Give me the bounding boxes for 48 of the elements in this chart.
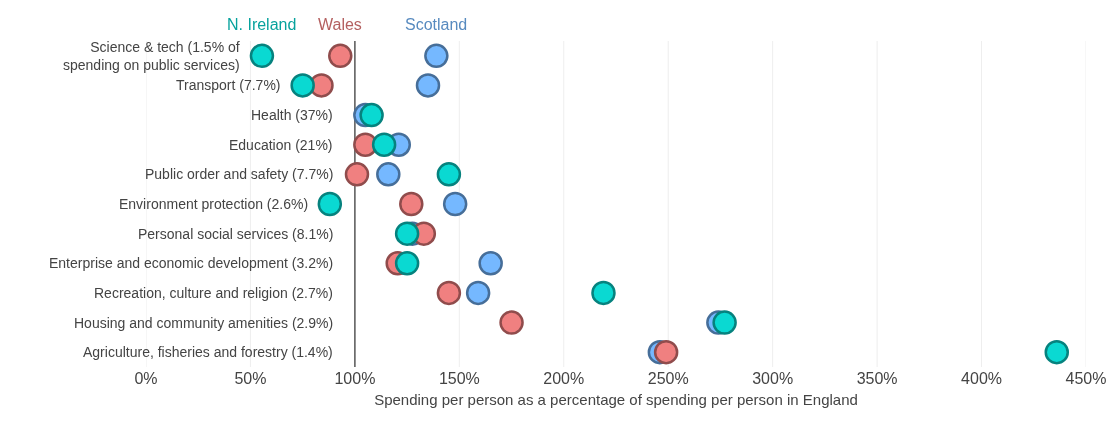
point: [344, 162, 370, 187]
x-tick-label: 450%: [1065, 370, 1107, 387]
point: [442, 191, 468, 217]
series-label: N. Ireland: [227, 16, 297, 33]
y-tick-label: Transport (7.7%): [176, 77, 281, 93]
x-tick-label: 300%: [752, 370, 794, 387]
x-tick-label: 400%: [961, 370, 1003, 387]
x-tick-label: 100%: [334, 370, 376, 387]
x-tick-label: 50%: [234, 370, 267, 387]
y-tick-label: Personal social services (8.1%): [138, 226, 334, 242]
point: [249, 43, 275, 69]
point: [415, 73, 441, 98]
point: [359, 102, 384, 128]
point: [436, 162, 462, 187]
y-tick-label: Education (21%): [229, 137, 333, 153]
point: [1044, 339, 1070, 365]
series-label: Scotland: [405, 16, 468, 33]
point: [424, 43, 449, 69]
x-tick-label: 0%: [134, 370, 158, 387]
series-label: Wales: [318, 16, 362, 33]
y-tick-label: Health (37%): [251, 107, 333, 123]
y-tick-label: Recreation, culture and religion (2.7%): [94, 285, 333, 301]
x-tick-label: 200%: [543, 370, 585, 387]
point: [712, 310, 737, 335]
point: [653, 339, 679, 365]
y-tick-label: Environment protection (2.6%): [119, 196, 309, 212]
x-tick-label: 350%: [856, 370, 898, 387]
x-tick-label: 150%: [438, 370, 480, 387]
y-tick-label: Agriculture, fisheries and forestry (1.4%): [83, 344, 333, 360]
point: [394, 221, 420, 246]
point: [399, 191, 424, 217]
point: [591, 280, 616, 306]
point: [499, 310, 524, 335]
y-tick-label: Enterprise and economic development (3.2%): [49, 255, 334, 271]
point: [478, 251, 503, 276]
point: [328, 43, 353, 69]
y-tick-label: Science & tech (1.5% of spending on public services): [63, 39, 240, 74]
x-tick-label: 250%: [647, 370, 689, 387]
point: [465, 280, 491, 306]
x-axis-title: Spending per person as a percentage of spending per person in England: [374, 391, 858, 408]
point: [371, 132, 397, 157]
point: [376, 162, 401, 187]
y-tick-label: Public order and safety (7.7%): [145, 166, 334, 182]
point: [317, 191, 343, 217]
y-tick-label: Housing and community amenities (2.9%): [74, 315, 334, 331]
point: [290, 73, 315, 98]
point: [394, 251, 420, 276]
point: [436, 280, 462, 306]
